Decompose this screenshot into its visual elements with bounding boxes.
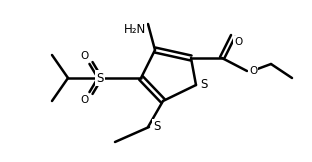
Text: S: S <box>96 71 104 85</box>
Text: S: S <box>200 79 207 92</box>
Text: O: O <box>249 66 257 76</box>
Text: O: O <box>81 95 89 105</box>
Text: O: O <box>234 37 242 47</box>
Text: H₂N: H₂N <box>124 23 146 36</box>
Text: O: O <box>81 51 89 61</box>
Text: S: S <box>153 121 160 133</box>
